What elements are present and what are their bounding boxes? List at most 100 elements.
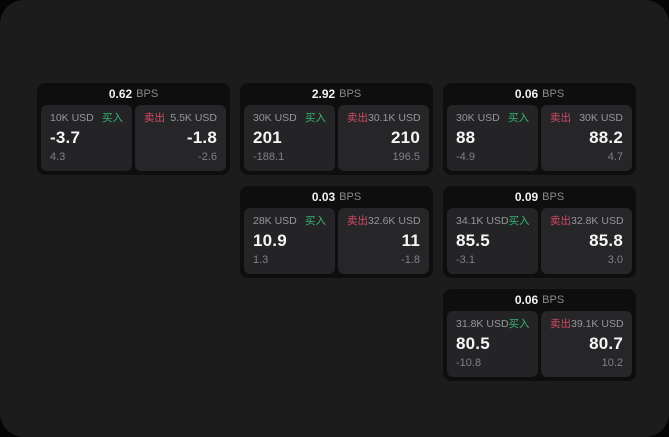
bps-value: 0.06: [514, 87, 539, 101]
sell-panel-top: 卖出 39.1K USD: [550, 318, 624, 331]
bps-unit-label: BPS: [542, 294, 565, 306]
bps-unit-label: BPS: [542, 191, 565, 203]
bps-header: 0.06 BPS: [443, 83, 636, 105]
sell-panel-top: 卖出 30K USD: [550, 112, 623, 125]
buy-price: 80.5: [456, 334, 490, 353]
buy-side-label: 买入: [305, 215, 326, 227]
buy-side-label: 买入: [508, 318, 530, 330]
buy-price: 88: [456, 128, 476, 147]
buy-panel-top: 30K USD 买入: [253, 112, 326, 125]
sell-price: -1.8: [186, 128, 217, 147]
sell-panel-top: 卖出 32.6K USD: [347, 215, 421, 228]
bps-unit-label: BPS: [339, 191, 362, 203]
buy-panel[interactable]: 34.1K USD 买入 85.5 -3.1: [447, 208, 538, 274]
buy-panel-top: 30K USD 买入: [456, 112, 529, 125]
buy-panel[interactable]: 31.8K USD 买入 80.5 -10.8: [447, 311, 538, 377]
buy-side-label: 买入: [102, 112, 123, 124]
sell-panel[interactable]: 卖出 39.1K USD 80.7 10.2: [541, 311, 632, 377]
sell-panel[interactable]: 卖出 30K USD 88.2 4.7: [541, 105, 632, 171]
buy-panel[interactable]: 28K USD 买入 10.9 1.3: [244, 208, 335, 274]
quote-card-grid: 0.62 BPS 10K USD 买入 -3.7 4.3 卖出 5.5K USD…: [37, 83, 636, 381]
bps-header: 0.62 BPS: [37, 83, 230, 105]
buy-amount: 28K USD: [253, 215, 297, 227]
quote-panels: 10K USD 买入 -3.7 4.3 卖出 5.5K USD -1.8 -2.…: [37, 105, 230, 175]
sell-amount: 5.5K USD: [170, 112, 217, 124]
bps-unit-label: BPS: [542, 88, 565, 100]
sell-panel[interactable]: 卖出 5.5K USD -1.8 -2.6: [135, 105, 226, 171]
sell-amount: 30K USD: [579, 112, 623, 124]
sell-price: 88.2: [589, 128, 623, 147]
bps-value: 0.03: [311, 190, 336, 204]
sell-side-label: 卖出: [144, 112, 165, 124]
sell-side-label: 卖出: [550, 215, 571, 227]
buy-price: 85.5: [456, 231, 490, 250]
quote-card: 0.09 BPS 34.1K USD 买入 85.5 -3.1 卖出 32.8K…: [443, 186, 636, 278]
sell-price: 80.7: [589, 334, 623, 353]
buy-side-label: 买入: [305, 112, 326, 124]
quote-card: 0.62 BPS 10K USD 买入 -3.7 4.3 卖出 5.5K USD…: [37, 83, 230, 175]
buy-panel[interactable]: 30K USD 买入 88 -4.9: [447, 105, 538, 171]
buy-side-label: 买入: [508, 215, 530, 227]
buy-panel[interactable]: 10K USD 买入 -3.7 4.3: [41, 105, 132, 171]
buy-side-label: 买入: [508, 112, 529, 124]
buy-sub-value: -4.9: [456, 151, 475, 163]
buy-amount: 30K USD: [253, 112, 297, 124]
buy-sub-value: -3.1: [456, 254, 475, 266]
bps-header: 2.92 BPS: [240, 83, 433, 105]
sell-amount: 30.1K USD: [368, 112, 421, 124]
quote-card: 0.06 BPS 31.8K USD 买入 80.5 -10.8 卖出 39.1…: [443, 289, 636, 381]
quote-panels: 30K USD 买入 201 -188.1 卖出 30.1K USD 210 1…: [240, 105, 433, 175]
buy-panel-top: 28K USD 买入: [253, 215, 326, 228]
sell-side-label: 卖出: [347, 215, 368, 227]
sell-amount: 32.8K USD: [571, 215, 624, 227]
buy-panel[interactable]: 30K USD 买入 201 -188.1: [244, 105, 335, 171]
sell-panel-top: 卖出 32.8K USD: [550, 215, 624, 228]
bps-unit-label: BPS: [136, 88, 159, 100]
bps-value: 0.62: [108, 87, 133, 101]
bps-unit-label: BPS: [339, 88, 362, 100]
sell-amount: 32.6K USD: [368, 215, 421, 227]
bps-value: 0.06: [514, 293, 539, 307]
sell-panel[interactable]: 卖出 32.6K USD 11 -1.8: [338, 208, 429, 274]
buy-amount: 31.8K USD: [456, 318, 509, 330]
quote-panels: 34.1K USD 买入 85.5 -3.1 卖出 32.8K USD 85.8…: [443, 208, 636, 278]
sell-panel[interactable]: 卖出 30.1K USD 210 196.5: [338, 105, 429, 171]
sell-sub-value: 4.7: [607, 151, 623, 163]
bps-header: 0.09 BPS: [443, 186, 636, 208]
sell-amount: 39.1K USD: [571, 318, 624, 330]
buy-panel-top: 34.1K USD 买入: [456, 215, 530, 228]
sell-side-label: 卖出: [347, 112, 368, 124]
quote-panels: 30K USD 买入 88 -4.9 卖出 30K USD 88.2 4.7: [443, 105, 636, 175]
buy-amount: 10K USD: [50, 112, 94, 124]
sell-panel[interactable]: 卖出 32.8K USD 85.8 3.0: [541, 208, 632, 274]
buy-amount: 30K USD: [456, 112, 500, 124]
sell-panel-top: 卖出 30.1K USD: [347, 112, 421, 125]
sell-sub-value: -1.8: [401, 254, 420, 266]
buy-panel-top: 10K USD 买入: [50, 112, 123, 125]
sell-sub-value: -2.6: [198, 151, 217, 163]
buy-price: -3.7: [50, 128, 81, 147]
buy-sub-value: -188.1: [253, 151, 285, 163]
quote-panels: 28K USD 买入 10.9 1.3 卖出 32.6K USD 11 -1.8: [240, 208, 433, 278]
sell-price: 85.8: [589, 231, 623, 250]
quote-panels: 31.8K USD 买入 80.5 -10.8 卖出 39.1K USD 80.…: [443, 311, 636, 381]
buy-sub-value: -10.8: [456, 357, 482, 369]
sell-side-label: 卖出: [550, 112, 571, 124]
buy-price: 201: [253, 128, 282, 147]
buy-panel-top: 31.8K USD 买入: [456, 318, 530, 331]
bps-header: 0.03 BPS: [240, 186, 433, 208]
buy-amount: 34.1K USD: [456, 215, 509, 227]
sell-panel-top: 卖出 5.5K USD: [144, 112, 217, 125]
quote-card: 0.03 BPS 28K USD 买入 10.9 1.3 卖出 32.6K US…: [240, 186, 433, 278]
sell-side-label: 卖出: [550, 318, 571, 330]
bps-value: 2.92: [311, 87, 336, 101]
sell-sub-value: 10.2: [601, 357, 623, 369]
buy-sub-value: 4.3: [50, 151, 66, 163]
bps-header: 0.06 BPS: [443, 289, 636, 311]
quote-card: 2.92 BPS 30K USD 买入 201 -188.1 卖出 30.1K …: [240, 83, 433, 175]
sell-sub-value: 196.5: [392, 151, 420, 163]
buy-price: 10.9: [253, 231, 287, 250]
sell-price: 11: [401, 231, 420, 250]
sell-price: 210: [391, 128, 420, 147]
